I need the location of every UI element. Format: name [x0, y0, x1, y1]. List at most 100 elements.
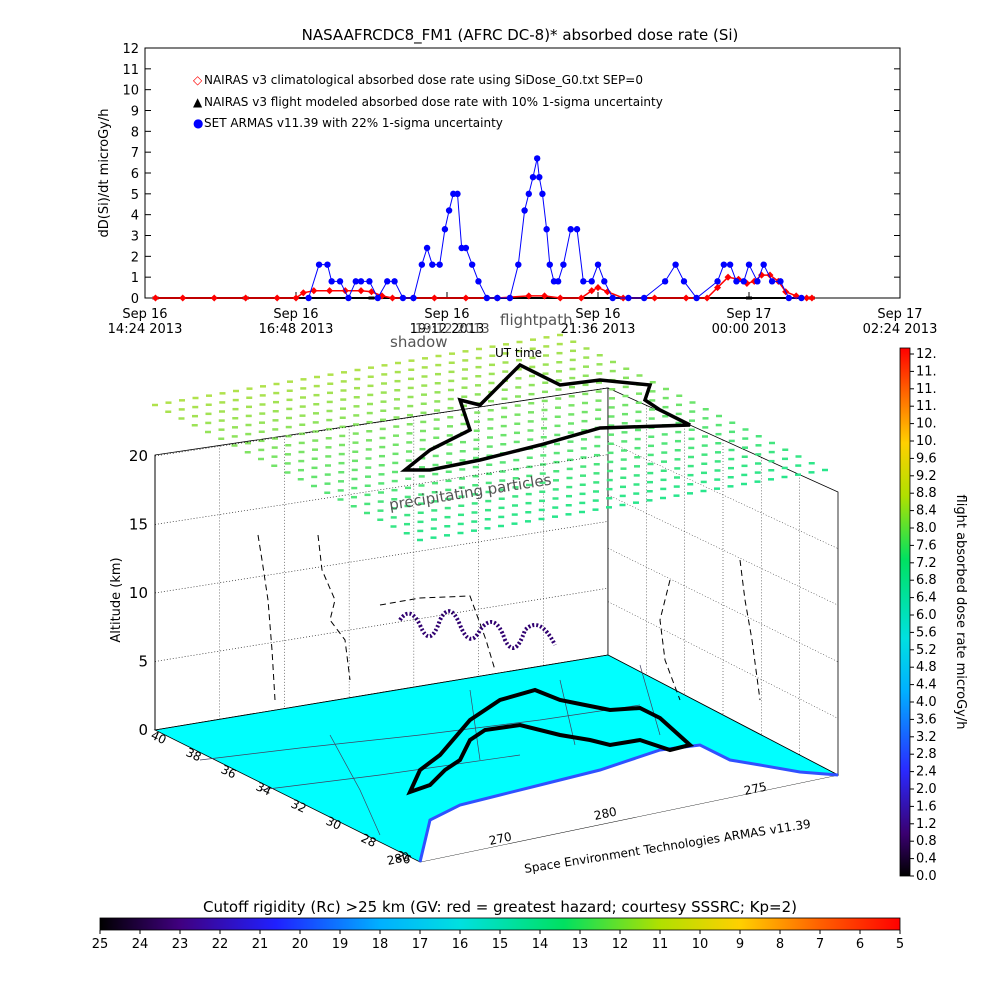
- series-nairas-clim-point: [588, 287, 596, 295]
- series-armas-point: [315, 261, 323, 268]
- series-armas-point: [429, 261, 436, 268]
- z-tick-label: 0: [138, 721, 148, 739]
- series-armas-point: [483, 294, 491, 302]
- series-nairas-clim-point: [703, 294, 711, 302]
- series-nairas-clim-point: [273, 294, 281, 302]
- top-y-tick-label: 8: [131, 125, 139, 140]
- series-nairas-clim-point: [525, 292, 533, 300]
- longitude-tick-label: 280: [386, 849, 411, 867]
- annotation-time-shadow: 19:12 2013: [415, 322, 490, 337]
- longitude-tick-label: 270: [488, 829, 513, 847]
- legend-symbol-2: ●: [193, 116, 203, 130]
- latitude-tick-label: 30: [324, 814, 344, 833]
- top-series-layer: [151, 155, 816, 302]
- longitude-ticks: 280 270 280 275: [386, 779, 768, 867]
- series-armas-point: [418, 261, 426, 268]
- vertical-colorbar-tick-label: 2.4: [916, 765, 937, 780]
- series-armas-point: [560, 261, 567, 268]
- series-nairas-clim-point: [803, 294, 811, 302]
- latitude-tick-label: 36: [219, 762, 239, 781]
- series-armas-point: [399, 294, 407, 302]
- vertical-colorbar-tick-label: 0.0: [916, 869, 937, 884]
- series-nairas-clim-point: [292, 294, 300, 302]
- series-armas-point: [546, 261, 553, 268]
- top-y-tick-label: 6: [131, 167, 139, 182]
- series-armas-point: [436, 261, 443, 268]
- series-armas-point: [441, 226, 449, 233]
- series-armas-point: [594, 261, 602, 268]
- series-armas-point: [768, 278, 776, 285]
- latitude-tick-label: 34: [254, 779, 274, 798]
- latitude-tick-label: 40: [149, 728, 169, 747]
- top-y-tick-label: 4: [131, 209, 139, 224]
- vertical-colorbar-tick-label: 4.0: [916, 695, 937, 710]
- series-armas-point: [324, 261, 331, 268]
- top-x-tick-label-time: 02:24 2013: [863, 322, 938, 337]
- horizontal-colorbar-title: Cutoff rigidity (Rc) >25 km (GV: red = g…: [203, 898, 797, 916]
- chart-title: NASAAFRCDC8_FM1 (AFRC DC-8)* absorbed do…: [302, 26, 739, 45]
- vertical-colorbar-tick-label: 2.8: [916, 747, 937, 762]
- precipitating-particle-sheet: [152, 333, 828, 542]
- series-nairas-clim-point: [603, 288, 611, 296]
- flight-path-top: [400, 362, 691, 472]
- vertical-colorbar-tick-label: 3.6: [916, 712, 937, 727]
- annotation-shadow: shadow: [390, 333, 447, 351]
- latitude-tick-label: 38: [184, 745, 204, 764]
- vertical-colorbar-tick-label: 5.2: [916, 643, 937, 658]
- z-tick-label: 5: [138, 653, 148, 671]
- vertical-colorbar-tick-label: 4.4: [916, 678, 937, 693]
- vertical-colorbar-tick-label: 9.2: [916, 469, 937, 484]
- legend: ◇ NAIRAS v3 climatological absorbed dose…: [193, 73, 663, 130]
- wall-gridline: [607, 494, 839, 606]
- vertical-colorbar-tick-label: 10.: [916, 434, 937, 449]
- series-armas-point: [777, 278, 784, 285]
- horizontal-colorbar-tick-label: 7: [816, 937, 824, 952]
- vertical-colorbar-tick-label: 10.: [916, 417, 937, 432]
- series-armas-point: [494, 294, 501, 302]
- horizontal-colorbar-tick-label: 11: [652, 937, 669, 952]
- legend-label-2: SET ARMAS v11.39 with 22% 1-sigma uncert…: [204, 116, 503, 130]
- top-x-tick-label-date: Sep 16: [122, 307, 167, 322]
- vertical-colorbar-tick-label: 3.2: [916, 730, 937, 745]
- series-armas-point: [384, 278, 391, 285]
- wall-grid: [219, 397, 839, 755]
- horizontal-colorbar-tick-label: 10: [692, 937, 709, 952]
- series-armas-point: [672, 261, 679, 268]
- series-nairas-clim-point: [430, 294, 438, 302]
- series-armas-point: [554, 278, 562, 285]
- series-armas-point: [305, 294, 312, 302]
- top-y-tick-label: 7: [131, 146, 139, 161]
- top-x-tick-label-time: 21:36 2013: [561, 322, 636, 337]
- horizontal-colorbar-tick-label: 6: [856, 937, 864, 952]
- top-y-tick-label: 12: [122, 42, 139, 57]
- horizontal-colorbar-tick-label: 17: [412, 937, 429, 952]
- series-armas-point: [391, 278, 398, 285]
- horizontal-colorbar-tick-label: 12: [612, 937, 629, 952]
- series-armas-point: [366, 278, 373, 285]
- gulf-water: [420, 745, 838, 862]
- series-nairas-clim-point: [326, 287, 334, 295]
- horizontal-colorbar-tick-label: 23: [172, 937, 189, 952]
- top-y-tick-label: 10: [122, 84, 139, 99]
- z-tick-label: 20: [129, 447, 148, 465]
- legend-label-1: NAIRAS v3 flight modeled absorbed dose r…: [204, 95, 663, 109]
- vertical-colorbar-tick-label: 0.8: [916, 834, 937, 849]
- vertical-colorbar: [899, 347, 911, 877]
- state-borders: [199, 664, 661, 836]
- horizontal-colorbar-tick-label: 21: [252, 937, 269, 952]
- vertical-colorbar-tick-label: 8.0: [916, 521, 937, 536]
- series-nairas-clim-point: [651, 294, 659, 302]
- vertical-colorbar-tick-label: 11.: [916, 364, 937, 379]
- series-armas-point: [529, 173, 537, 181]
- vertical-colorbar-ticks: 0.0 0.4 0.8 1.2 1.6 2.0 2.4 2.8 3.2 3.6 4.0 4.4 4.8 5…: [910, 347, 937, 884]
- series-armas-point: [720, 261, 728, 268]
- horizontal-colorbar-tick-label: 19: [332, 937, 349, 952]
- series-armas-point: [573, 226, 581, 233]
- latitude-tick-label: 26: [394, 848, 414, 867]
- series-armas-point: [680, 278, 688, 285]
- horizontal-colorbar-tick-label: 15: [492, 937, 509, 952]
